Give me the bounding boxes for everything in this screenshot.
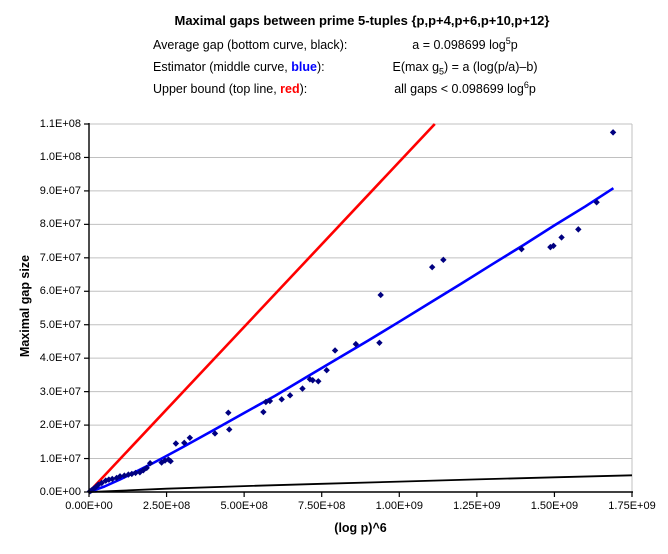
y-tick-label: 5.0E+07: [39, 318, 81, 331]
scatter-point-diamond: [376, 339, 383, 346]
scatter-point-diamond: [593, 199, 600, 206]
scatter-point-diamond: [266, 397, 274, 405]
scatter-point-diamond: [132, 469, 139, 477]
y-tick-label: 3.0E+07: [39, 385, 81, 398]
scatter-point-diamond: [331, 347, 339, 354]
formula-average-gap: a = 0.098699 log5p: [412, 35, 518, 52]
scatter-point-diamond: [109, 475, 116, 483]
scatter-point-diamond: [211, 430, 219, 437]
scatter-point-diamond: [113, 474, 120, 482]
x-tick-label: 2.50E+08: [142, 500, 191, 512]
legend-label-upper-bound: Upper bound (top line, red):: [153, 82, 308, 96]
average-gap-curve: [88, 474, 633, 493]
accent-word-red: red: [280, 82, 300, 96]
scatter-point-diamond: [428, 263, 436, 271]
scatter-point-diamond: [105, 476, 113, 483]
scatter-point-diamond: [518, 245, 525, 253]
legend-row-upper-bound: Upper bound (top line, red): all gaps < …: [0, 79, 668, 100]
x-tick-label: 1.50E+09: [530, 500, 579, 512]
y-tick-label: 1.0E+07: [39, 452, 81, 465]
scatter-point-diamond: [299, 385, 306, 392]
scatter-point-diamond: [352, 340, 360, 348]
scatter-point-diamond: [575, 226, 582, 233]
scatter-point-diamond: [323, 367, 330, 374]
scatter-point-diamond: [550, 242, 557, 249]
scatter-point-diamond: [440, 256, 447, 264]
x-axis-title: (log p)^6: [334, 521, 387, 535]
y-tick-label: 9.0E+07: [39, 184, 81, 197]
scatter-point-diamond: [286, 392, 294, 399]
y-tick-label: 8.0E+07: [39, 218, 81, 231]
scatter-point-diamond: [143, 464, 150, 472]
formula-estimator: E(max g5) = a (log(p/a)–b): [392, 60, 538, 77]
x-tick-label: 5.00E+08: [220, 500, 268, 512]
scatter-point-diamond: [116, 473, 124, 480]
scatter-point-diamond: [315, 378, 322, 385]
legend-row-average-gap: Average gap (bottom curve, black): a = 0…: [0, 35, 668, 56]
legend-label-estimator: Estimator (middle curve, blue):: [153, 60, 325, 74]
scatter-point-diamond: [278, 396, 285, 403]
scatter-point-diamond: [377, 291, 384, 299]
scatter-point-diamond: [167, 458, 174, 465]
scatter-point-diamond: [558, 234, 565, 241]
scatter-point-diamond: [226, 426, 233, 433]
y-tick-label: 6.0E+07: [39, 285, 81, 298]
scatter-point-diamond: [225, 409, 232, 416]
accent-word-blue: blue: [291, 60, 317, 74]
scatter-point-diamond: [260, 408, 267, 416]
scatter-point-diamond: [309, 377, 316, 384]
legend-label-average-gap: Average gap (bottom curve, black):: [153, 38, 348, 52]
y-tick-label: 4.0E+07: [39, 352, 81, 365]
scatter-point-diamond: [181, 439, 188, 447]
accent-word-black: black: [310, 38, 340, 52]
scatter-point-diamond: [186, 434, 194, 442]
scatter-point-diamond: [547, 243, 554, 251]
x-tick-label: 0.00E+00: [65, 500, 113, 512]
y-tick-label: 2.0E+07: [39, 419, 81, 432]
y-axis-title: Maximal gap size: [18, 254, 32, 358]
y-tick-label: 1.1E+08: [39, 118, 81, 130]
x-tick-label: 1.75E+09: [608, 500, 656, 512]
scatter-point-diamond: [146, 460, 154, 467]
y-tick-label: 7.0E+07: [39, 251, 81, 264]
y-tick-label: 1.0E+08: [39, 151, 81, 164]
x-tick-label: 7.50E+08: [298, 500, 346, 512]
x-tick-label: 1.00E+09: [375, 500, 423, 512]
legend-row-estimator: Estimator (middle curve, blue): E(max g5…: [0, 60, 668, 78]
y-tick-label: 0.0E+00: [39, 486, 81, 498]
scatter-point-diamond: [609, 129, 617, 136]
scatter-point-diamond: [172, 440, 180, 447]
x-tick-label: 1.25E+09: [453, 500, 501, 512]
estimator-curve: [88, 187, 615, 494]
formula-upper-bound: all gaps < 0.098699 log6p: [394, 79, 536, 96]
upper-bound-line: [88, 123, 436, 493]
chart-title: Maximal gaps between prime 5-tuples {p,p…: [174, 13, 550, 28]
